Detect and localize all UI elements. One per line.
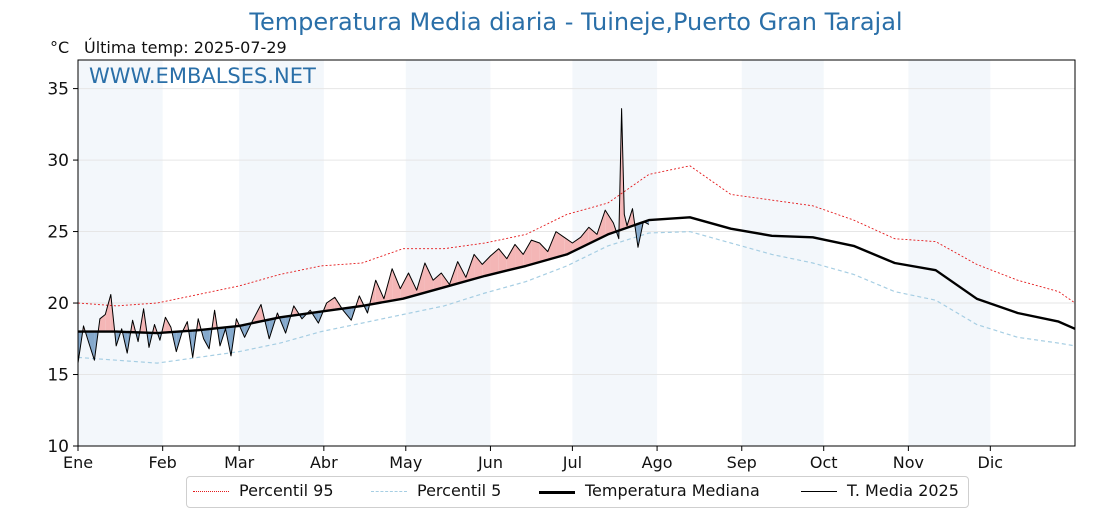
legend-swatch-2025 (801, 491, 837, 492)
x-tick-label: Ene (63, 453, 93, 472)
x-tick-label: Abr (310, 453, 338, 472)
legend-label-median: Temperatura Mediana (585, 481, 760, 500)
legend-swatch-p5 (371, 491, 407, 492)
legend-label-p5: Percentil 5 (417, 481, 501, 500)
month-band-Ene (78, 60, 163, 446)
y-tick-label: 25 (47, 223, 69, 243)
fill-above-median (531, 240, 539, 264)
x-tick-label: May (389, 453, 422, 472)
y-tick-label: 20 (47, 294, 69, 314)
y-unit-label: °C (50, 38, 69, 57)
x-tick-label: Jun (477, 453, 503, 472)
month-band-Mar (239, 60, 324, 446)
legend: Percentil 95 Percentil 5 Temperatura Med… (186, 476, 969, 508)
last-temp-label: Última temp: 2025-07-29 (84, 38, 287, 57)
chart-title: Temperatura Media diaria - Tuineje,Puert… (0, 8, 1120, 36)
line-t-media-2025 (78, 109, 649, 364)
x-axis: Ene Feb Mar Abr May Jun Jul Ago Sep Oct Nov Dic (63, 446, 1003, 472)
month-band-Jul (572, 60, 657, 446)
x-tick-label: Jul (562, 453, 582, 472)
fill-above-median (556, 232, 564, 258)
legend-label-p95: Percentil 95 (239, 481, 334, 500)
y-tick-label: 35 (47, 80, 69, 100)
watermark: WWW.EMBALSES.NET (89, 64, 316, 88)
y-tick-label: 30 (47, 151, 69, 171)
month-band-Sep (742, 60, 824, 446)
x-tick-label: Ago (642, 453, 673, 472)
month-band-Nov (908, 60, 990, 446)
fill-below-median (204, 329, 209, 349)
x-tick-label: Oct (810, 453, 838, 472)
fill-above-median (523, 240, 531, 266)
x-tick-label: Mar (224, 453, 255, 472)
legend-label-2025: T. Media 2025 (847, 481, 959, 500)
month-band-May (406, 60, 491, 446)
x-tick-label: Sep (727, 453, 757, 472)
fill-above-median (499, 249, 507, 273)
fill-above-median (515, 244, 523, 268)
x-tick-label: Dic (978, 453, 1004, 472)
x-tick-label: Nov (893, 453, 924, 472)
x-tick-label: Feb (149, 453, 177, 472)
y-tick-label: 15 (47, 366, 69, 386)
legend-swatch-median (539, 491, 575, 494)
legend-swatch-p95 (193, 491, 229, 492)
